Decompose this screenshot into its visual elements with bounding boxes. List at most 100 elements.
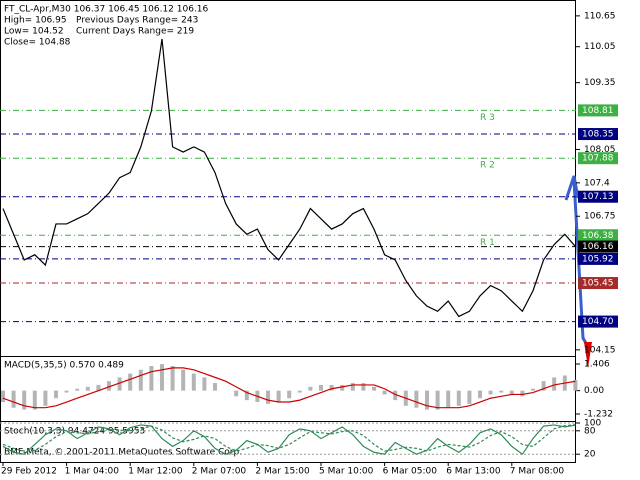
histogram-bar bbox=[319, 384, 323, 391]
y-tick-label: 0.00 bbox=[584, 386, 604, 396]
price-line bbox=[2, 424, 576, 456]
level-label-bg bbox=[578, 229, 618, 242]
histogram-bar bbox=[361, 383, 366, 391]
histogram-bar bbox=[191, 373, 196, 391]
level-label: 104.70 bbox=[582, 317, 614, 327]
histogram-bar bbox=[64, 390, 69, 393]
level-label: 107.88 bbox=[582, 154, 614, 164]
signal-line bbox=[2, 424, 576, 452]
histogram-bar bbox=[541, 381, 546, 391]
x-tick-label: 29 Feb 2012 bbox=[1, 467, 57, 477]
histogram-bar bbox=[287, 390, 292, 399]
info-text: Current Days Range= 219 bbox=[76, 27, 194, 37]
level-label-bg bbox=[578, 252, 618, 265]
histogram-bar bbox=[435, 390, 440, 410]
x-tick-label: 1 Mar 04:00 bbox=[65, 467, 120, 477]
histogram-bar bbox=[531, 388, 535, 391]
signal-line bbox=[2, 367, 576, 409]
price-line bbox=[2, 38, 576, 318]
level-label-bg bbox=[578, 128, 618, 141]
histogram-bar bbox=[393, 390, 398, 401]
histogram-bar bbox=[456, 390, 461, 406]
histogram-bar bbox=[170, 366, 175, 391]
histogram-bar bbox=[499, 390, 504, 393]
histogram-bar bbox=[85, 386, 90, 391]
y-tick-label: 104.15 bbox=[584, 345, 616, 355]
level-tag: R 1 bbox=[480, 238, 495, 248]
y-tick-label: 80 bbox=[584, 426, 596, 436]
info-text: High= 106.95 bbox=[4, 16, 67, 26]
histogram-bar bbox=[107, 381, 111, 391]
histogram-bar bbox=[478, 390, 482, 399]
histogram-bar bbox=[244, 390, 249, 401]
histogram-bar bbox=[149, 366, 154, 391]
histogram-bar bbox=[446, 390, 451, 408]
histogram-bar bbox=[573, 379, 578, 391]
histogram-bar bbox=[213, 383, 217, 391]
chart-title: FT_CL-Apr,M30 106.37 106.45 106.12 106.1… bbox=[4, 5, 209, 15]
histogram-bar bbox=[372, 386, 376, 391]
histogram-bar bbox=[520, 390, 525, 397]
level-label-bg bbox=[578, 277, 618, 290]
info-text: Close= 104.88 bbox=[4, 38, 71, 48]
level-label-bg bbox=[578, 152, 618, 165]
level-label: 105.92 bbox=[582, 254, 614, 264]
level-label: 106.38 bbox=[582, 231, 614, 241]
y-tick-label: 109.35 bbox=[584, 78, 616, 88]
level-label: 108.35 bbox=[582, 130, 614, 140]
x-tick-label: 2 Mar 07:00 bbox=[192, 467, 247, 477]
histogram-bar bbox=[276, 390, 281, 403]
plot-frame bbox=[0, 0, 576, 463]
x-tick-label: 1 Mar 12:00 bbox=[128, 467, 183, 477]
level-label: 106.16 bbox=[582, 242, 614, 252]
histogram-bar bbox=[1, 390, 5, 403]
level-label-bg bbox=[578, 315, 618, 328]
level-tag: R 3 bbox=[480, 113, 495, 123]
histogram-bar bbox=[234, 390, 239, 397]
histogram-bar bbox=[266, 390, 270, 404]
histogram-bar bbox=[22, 390, 27, 410]
histogram-bar bbox=[350, 383, 355, 391]
y-tick-label: 100 bbox=[584, 419, 601, 429]
histogram-bar bbox=[414, 390, 419, 408]
x-tick-label: 7 Mar 08:00 bbox=[510, 467, 565, 477]
y-tick-label: 106.75 bbox=[584, 212, 616, 222]
histogram-bar bbox=[43, 390, 48, 406]
y-tick-label: 20 bbox=[584, 450, 596, 460]
histogram-bar bbox=[329, 384, 334, 391]
y-tick-label: -1.232 bbox=[584, 409, 613, 419]
histogram-bar bbox=[11, 390, 16, 408]
histogram-bar bbox=[128, 373, 133, 391]
level-label: 105.45 bbox=[582, 279, 614, 289]
histogram-bar bbox=[32, 390, 37, 410]
histogram-bar bbox=[54, 390, 58, 399]
info-text: Low= 104.52 bbox=[4, 27, 64, 37]
histogram-bar bbox=[488, 390, 493, 395]
y-tick-label: 1.406 bbox=[584, 359, 610, 369]
level-label-bg bbox=[578, 190, 618, 203]
histogram-bar bbox=[202, 377, 207, 391]
histogram-bar bbox=[75, 388, 80, 391]
level-label: 107.13 bbox=[582, 192, 614, 202]
histogram-bar bbox=[509, 390, 514, 395]
histogram-bar bbox=[308, 386, 313, 391]
x-tick-label: 2 Mar 15:00 bbox=[255, 467, 310, 477]
y-tick-label: 107.4 bbox=[584, 178, 610, 188]
down-arrow bbox=[584, 342, 592, 368]
x-tick-label: 6 Mar 13:00 bbox=[446, 467, 501, 477]
histogram-bar bbox=[96, 384, 101, 391]
histogram-bar bbox=[160, 364, 164, 391]
histogram-bar bbox=[382, 390, 387, 395]
histogram-bar bbox=[181, 369, 186, 391]
level-tag: R 2 bbox=[480, 161, 495, 171]
y-tick-label: 110.05 bbox=[584, 42, 616, 52]
level-label-bg bbox=[578, 104, 618, 117]
indicator-title: Stoch(10,3,3) 94.4724 95.5953 bbox=[4, 427, 145, 437]
histogram-bar bbox=[552, 377, 557, 391]
x-tick-label: 6 Mar 05:00 bbox=[383, 467, 438, 477]
histogram-bar bbox=[425, 390, 429, 410]
histogram-bar bbox=[467, 390, 472, 404]
x-tick-label: 5 Mar 10:00 bbox=[319, 467, 374, 477]
